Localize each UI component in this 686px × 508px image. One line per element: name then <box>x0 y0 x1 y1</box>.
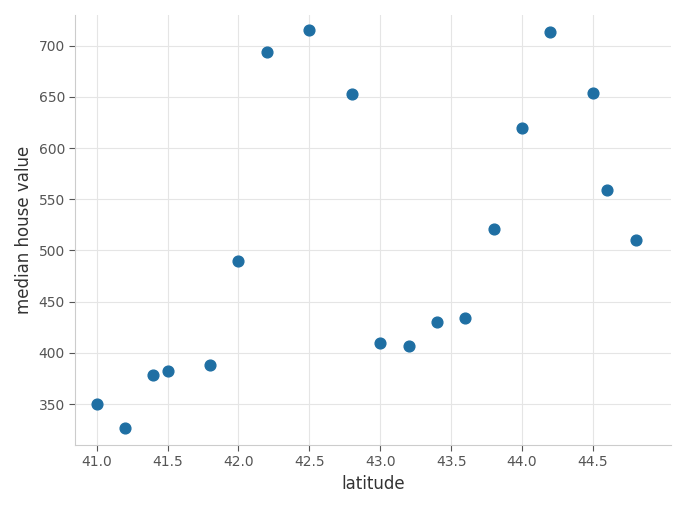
Point <box>431 318 442 326</box>
Point <box>346 90 357 98</box>
X-axis label: latitude: latitude <box>342 475 405 493</box>
Point <box>162 367 173 375</box>
Point <box>304 26 315 35</box>
Point <box>261 48 272 56</box>
Point <box>602 186 613 194</box>
Y-axis label: median house value: median house value <box>15 146 33 314</box>
Point <box>375 338 386 346</box>
Point <box>545 28 556 37</box>
Point <box>630 236 641 244</box>
Point <box>204 361 215 369</box>
Point <box>91 400 102 408</box>
Point <box>488 225 499 233</box>
Point <box>460 314 471 322</box>
Point <box>587 89 598 97</box>
Point <box>119 424 130 432</box>
Point <box>403 342 414 350</box>
Point <box>233 257 244 265</box>
Point <box>517 123 528 132</box>
Point <box>148 371 159 379</box>
